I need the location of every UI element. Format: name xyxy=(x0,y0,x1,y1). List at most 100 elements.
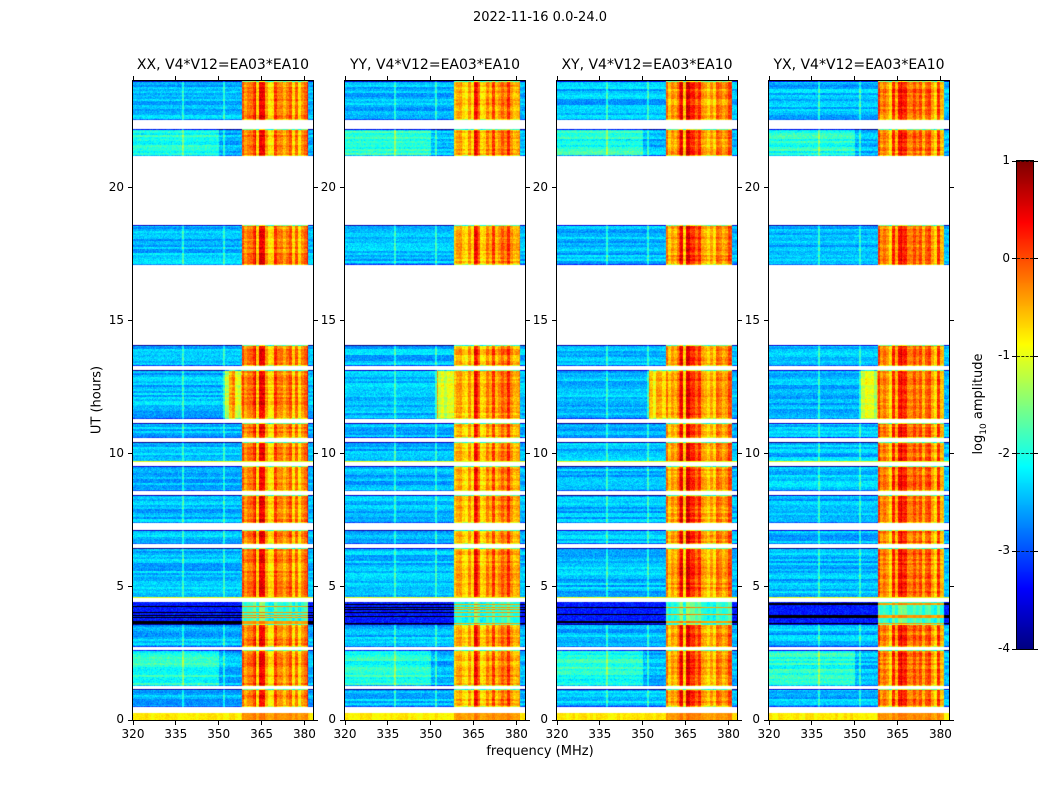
x-tick-label: 350 xyxy=(631,727,655,741)
x-tick-label: 350 xyxy=(843,727,867,741)
x-tick-mark xyxy=(515,76,517,80)
y-tick-mark xyxy=(552,586,556,588)
x-tick-mark xyxy=(473,721,475,725)
x-tick-mark xyxy=(642,76,644,80)
y-tick-label: 15 xyxy=(108,312,124,327)
x-tick-label: 365 xyxy=(886,727,910,741)
colorbar-tick-dash xyxy=(1017,258,1033,260)
y-tick-mark xyxy=(764,719,768,721)
y-tick-mark xyxy=(552,320,556,322)
y-tick-mark xyxy=(950,320,954,322)
colorbar-label-sub: 10 xyxy=(978,423,989,435)
panel-title-yy: YY, V4*V12=EA03*EA10 xyxy=(349,57,521,73)
colorbar-tick-mark xyxy=(1012,160,1016,162)
x-tick-label: 335 xyxy=(800,727,824,741)
x-tick-mark xyxy=(556,721,558,725)
panel-title-yx: YX, V4*V12=EA03*EA10 xyxy=(773,57,945,73)
x-tick-label: 365 xyxy=(462,727,486,741)
x-tick-mark xyxy=(556,76,558,80)
x-tick-mark xyxy=(387,721,389,725)
y-tick-mark xyxy=(314,719,318,721)
spectrogram-canvas-xx xyxy=(133,81,313,720)
y-tick-label: 20 xyxy=(320,179,336,194)
colorbar-label-suffix: amplitude xyxy=(971,353,987,424)
y-tick-mark xyxy=(526,586,530,588)
y-axis-label: UT (hours) xyxy=(89,365,105,435)
x-tick-label: 335 xyxy=(376,727,400,741)
x-tick-label: 365 xyxy=(674,727,698,741)
colorbar-tick-mark xyxy=(1012,550,1016,552)
colorbar-tick-mark xyxy=(1012,648,1016,650)
x-tick-label: 365 xyxy=(250,727,274,741)
y-tick-mark xyxy=(526,719,530,721)
x-tick-mark xyxy=(303,721,305,725)
x-tick-mark xyxy=(811,76,813,80)
y-tick-mark xyxy=(950,586,954,588)
x-tick-mark xyxy=(599,76,601,80)
y-tick-label: 15 xyxy=(532,312,548,327)
x-tick-label: 335 xyxy=(164,727,188,741)
y-tick-mark xyxy=(738,320,742,322)
colorbar-tick-dash xyxy=(1017,550,1033,552)
x-tick-mark xyxy=(768,76,770,80)
x-tick-mark xyxy=(811,721,813,725)
y-tick-mark xyxy=(128,320,132,322)
colorbar xyxy=(1016,160,1034,650)
x-tick-mark xyxy=(854,721,856,725)
x-tick-mark xyxy=(897,721,899,725)
x-tick-mark xyxy=(473,76,475,80)
y-tick-label: 10 xyxy=(532,445,548,460)
colorbar-label: log10 amplitude xyxy=(971,353,989,454)
y-tick-mark xyxy=(738,187,742,188)
x-tick-mark xyxy=(897,76,899,80)
y-tick-label: 0 xyxy=(328,712,336,726)
x-tick-label: 320 xyxy=(545,727,569,741)
y-tick-label: 10 xyxy=(108,445,124,460)
y-tick-mark xyxy=(764,586,768,588)
y-tick-mark xyxy=(764,320,768,322)
y-tick-mark xyxy=(552,187,556,188)
y-tick-label: 5 xyxy=(540,578,548,593)
colorbar-tick-dash xyxy=(1017,355,1033,357)
y-tick-label: 0 xyxy=(752,712,760,726)
x-tick-mark xyxy=(218,721,220,725)
x-tick-mark xyxy=(599,721,601,725)
y-tick-label: 5 xyxy=(752,578,760,593)
x-tick-label: 380 xyxy=(504,727,528,741)
colorbar-tick-label: -2 xyxy=(998,445,1010,460)
y-tick-label: 10 xyxy=(744,445,760,460)
colorbar-tick-label: -3 xyxy=(998,543,1010,558)
panel-yx xyxy=(768,80,950,721)
y-tick-mark xyxy=(314,453,318,455)
y-tick-mark xyxy=(738,719,742,721)
x-tick-label: 320 xyxy=(757,727,781,741)
x-tick-mark xyxy=(175,76,177,80)
y-tick-mark xyxy=(314,187,318,188)
colorbar-tick-mark xyxy=(1034,550,1038,552)
y-tick-mark xyxy=(950,453,954,455)
x-tick-mark xyxy=(768,721,770,725)
y-tick-mark xyxy=(552,453,556,455)
y-tick-mark xyxy=(738,453,742,455)
figure-title: 2022-11-16 0.0-24.0 xyxy=(473,10,607,25)
colorbar-tick-mark xyxy=(1034,453,1038,455)
panel-xy xyxy=(556,80,738,721)
x-tick-label: 320 xyxy=(121,727,145,741)
x-tick-mark xyxy=(261,76,263,80)
y-tick-mark xyxy=(314,586,318,588)
colorbar-tick-label: -1 xyxy=(998,348,1010,363)
y-tick-mark xyxy=(764,187,768,188)
x-tick-mark xyxy=(261,721,263,725)
x-tick-label: 380 xyxy=(292,727,316,741)
x-tick-mark xyxy=(515,721,517,725)
y-tick-mark xyxy=(128,586,132,588)
x-tick-mark xyxy=(132,721,134,725)
spectrogram-canvas-yy xyxy=(345,81,525,720)
x-tick-mark xyxy=(344,721,346,725)
colorbar-tick-dash xyxy=(1017,160,1033,162)
x-tick-mark xyxy=(939,76,941,80)
x-tick-mark xyxy=(727,721,729,725)
colorbar-tick-mark xyxy=(1012,355,1016,357)
spectrogram-canvas-xy xyxy=(557,81,737,720)
x-tick-mark xyxy=(218,76,220,80)
